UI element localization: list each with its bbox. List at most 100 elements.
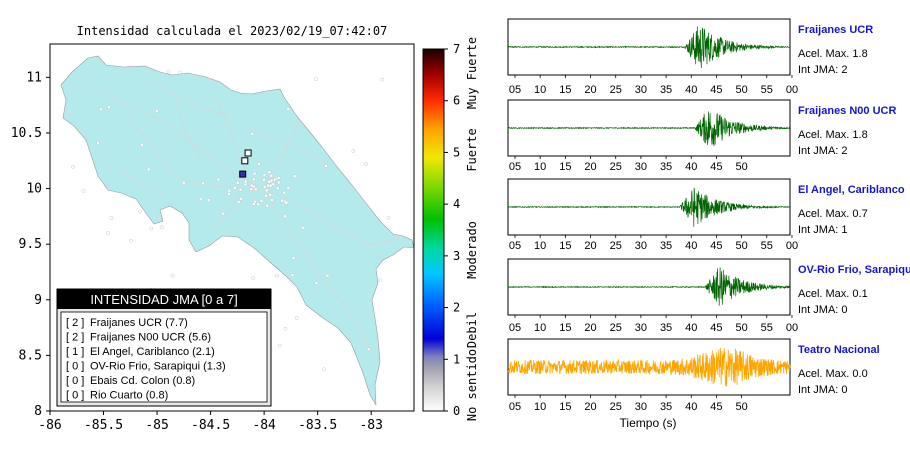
trace-tick-label: 45 (710, 84, 722, 96)
legend-station-name: Rio Cuarto (0.8) (90, 390, 168, 402)
map-y-tick-label: 9.5 (19, 237, 42, 252)
trace-tick-label: 15 (559, 84, 571, 96)
town-dot (290, 273, 295, 277)
seismogram-panel: 05 10 15 20 25 30 35 40 45 50 Fraijanes N00 UCR Ace… (507, 99, 896, 173)
intensity-legend: INTENSIDAD JMA [0 a 7] [ 2 ] Fraijanes UC… (56, 288, 272, 407)
town-dot (351, 149, 356, 153)
trace-tick-label: 05 (509, 161, 521, 173)
town-dot (243, 179, 248, 184)
trace-tick-label: 25 (610, 161, 622, 173)
town-dot (233, 186, 237, 190)
colorbar-tick-label: 2 (453, 301, 460, 315)
town-dot (282, 190, 287, 195)
trace-tick-label: 30 (635, 161, 647, 173)
trace-tick-label: 35 (660, 240, 672, 252)
trace-tick-label: 20 (584, 240, 596, 252)
legend-header: INTENSIDAD JMA [0 a 7] (90, 292, 237, 307)
road (261, 187, 376, 361)
trace-tick-label: 30 (635, 401, 647, 413)
town-dot (322, 367, 327, 372)
road (149, 79, 231, 116)
town-dot (138, 209, 142, 214)
station-marker (244, 149, 252, 157)
seismogram-panel: 05 10 15 20 25 30 35 40 45 50 55 00 Fraijanes UCR Ace… (507, 18, 873, 96)
town-dot (325, 273, 330, 278)
road (269, 119, 301, 181)
town-dot (275, 273, 279, 278)
seismogram-panel: 05 10 15 20 25 30 35 40 45 50 Teatro Nacional Acel.… (507, 338, 880, 413)
trace-tick-label: 30 (635, 322, 647, 334)
station-acel-max: Acel. Max. 0.0 (798, 368, 868, 380)
legend-level: [ 0 ] (66, 375, 84, 387)
town-dot (253, 187, 258, 192)
station-marker (239, 170, 247, 178)
map-x-tick-label: -86 (38, 418, 61, 433)
colorbar-gradient (422, 48, 445, 412)
town-dot (107, 105, 111, 109)
trace-tick-label: 10 (534, 161, 546, 173)
colorbar-tick-label: 7 (453, 42, 460, 56)
colorbar-category-label: Moderado (465, 221, 479, 279)
town-dot (250, 132, 255, 136)
town-dot (262, 178, 266, 182)
legend-level: [ 2 ] (66, 317, 84, 329)
map-title: Intensidad calculada el 2023/02/19_07:42… (77, 24, 388, 38)
town-dot (292, 174, 297, 179)
trace-tick-label: 10 (534, 401, 546, 413)
legend-level: [ 2 ] (66, 332, 84, 344)
trace-tick-label: 25 (610, 401, 622, 413)
trace-tick-label: 45 (710, 240, 722, 252)
legend-station-name: OV-Rio Frio, Sarapiqui (1.3) (90, 361, 226, 373)
town-dot (178, 70, 183, 75)
trace-tick-label: 35 (660, 161, 672, 173)
town-dot (201, 181, 205, 186)
town-dot (227, 188, 232, 193)
colorbar-tick-label: 0 (453, 404, 460, 418)
trace-tick-label: 55 (761, 240, 773, 252)
station-int-jma: Int JMA: 0 (798, 384, 848, 396)
trace-tick-label: 20 (584, 401, 596, 413)
town-dot (259, 198, 264, 203)
trace-tick-label: 05 (509, 401, 521, 413)
waveform (507, 347, 791, 387)
colorbar-tick-label: 1 (453, 352, 460, 366)
town-dot (252, 202, 256, 206)
waveform (507, 26, 791, 69)
trace-tick-label: 00 (786, 322, 798, 334)
town-dot (181, 181, 186, 185)
town-dot (386, 215, 391, 220)
trace-xlabel: Tiempo (s) (620, 416, 677, 430)
town-dot (249, 183, 254, 188)
trace-tick-label: 35 (660, 84, 672, 96)
map-y-tick-label: 8.5 (19, 348, 42, 363)
trace-tick-label: 10 (534, 240, 546, 252)
station-int-jma: Int JMA: 2 (798, 145, 848, 157)
town-dot (252, 177, 256, 182)
trace-tick-label: 55 (761, 84, 773, 96)
town-dot (269, 173, 274, 178)
station-name: Fraijanes UCR (798, 24, 873, 36)
waveform (507, 111, 791, 147)
town-dot (380, 77, 385, 82)
road-network (89, 79, 401, 361)
town-dot (262, 173, 267, 177)
town-dot (267, 180, 271, 184)
town-dot (140, 143, 144, 147)
map-y-axis: 11 10.5 10 9.5 9 8.5 8 (11, 70, 50, 419)
trace-tick-label: 30 (635, 240, 647, 252)
colorbar-category-label: No sentido (465, 349, 479, 421)
map-y-tick-label: 11 (26, 70, 42, 85)
waveform (507, 187, 791, 227)
trace-tick-label: 20 (584, 161, 596, 173)
legend-level: [ 0 ] (66, 390, 84, 402)
town-dot (283, 326, 288, 331)
town-dot (364, 162, 368, 166)
town-dot (266, 183, 271, 188)
trace-tick-label: 50 (735, 161, 747, 173)
town-dot (366, 347, 371, 352)
trace-tick-label: 10 (534, 84, 546, 96)
trace-tick-label: 15 (559, 401, 571, 413)
legend-station-name: El Angel, Cariblanco (2.1) (90, 346, 215, 358)
